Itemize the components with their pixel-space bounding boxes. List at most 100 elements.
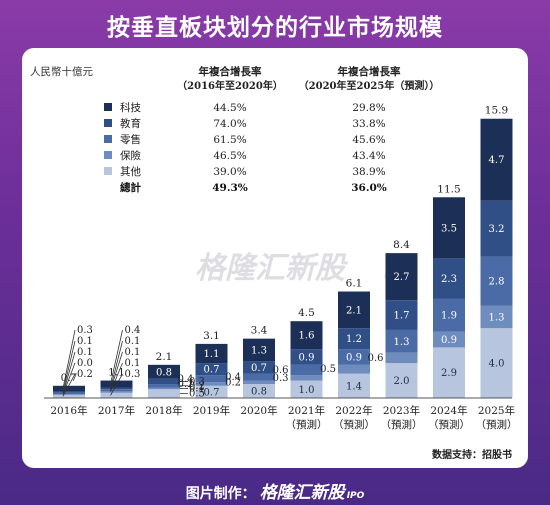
bar-segment bbox=[290, 349, 323, 365]
x-tick-label: （預測） bbox=[428, 418, 470, 431]
data-label: 0.1 bbox=[125, 347, 141, 358]
legend-cagr-2020-2025: 38.9% bbox=[352, 166, 385, 178]
data-label: 0.3 bbox=[77, 325, 93, 336]
data-label: 2.8 bbox=[489, 277, 505, 288]
x-tick-label: 2024年 bbox=[430, 404, 467, 417]
x-tick-label: 2019年 bbox=[193, 404, 230, 417]
data-label: 0.9 bbox=[299, 352, 315, 363]
total-label: 2.1 bbox=[156, 351, 173, 363]
legend-label: 科技 bbox=[120, 101, 141, 114]
data-label: 2.3 bbox=[441, 274, 457, 285]
x-tick-label: 2020年 bbox=[240, 404, 277, 417]
data-label: 1.3 bbox=[251, 346, 267, 357]
leader-line bbox=[110, 351, 123, 391]
bar-segment bbox=[338, 373, 370, 398]
data-label: 0.4 bbox=[125, 325, 141, 336]
data-label: 0.8 bbox=[251, 387, 267, 398]
total-label: 4.5 bbox=[298, 307, 315, 319]
data-label: 2.0 bbox=[394, 376, 410, 387]
legend-cagr-2016-2020: 74.0% bbox=[213, 118, 246, 130]
data-label: 1.7 bbox=[394, 311, 410, 322]
x-tick-label: 2023年 bbox=[383, 404, 420, 417]
data-label: 0.7 bbox=[251, 363, 267, 374]
data-label: 0.6 bbox=[368, 353, 384, 364]
legend-swatch bbox=[104, 135, 112, 143]
footer-credit: 图片制作： 格隆汇新股 IPO bbox=[0, 478, 550, 503]
data-label: 0.6 bbox=[273, 365, 289, 376]
data-label: 0.2 bbox=[77, 369, 93, 380]
data-label: 0.2 bbox=[178, 379, 194, 390]
bar-segment bbox=[243, 384, 275, 398]
data-label: 0.2 bbox=[225, 377, 241, 388]
bar-segment bbox=[148, 387, 180, 390]
data-label: 2.9 bbox=[441, 368, 457, 379]
leader-line bbox=[62, 329, 76, 389]
bar-segment bbox=[338, 328, 370, 350]
leader-line bbox=[110, 329, 123, 385]
data-label: 0.7 bbox=[204, 387, 220, 398]
chart-card: 格隆汇新股IPO人民幣十億元年複合增長率（2016年至2020年）年複合增長率（… bbox=[22, 48, 528, 468]
bar-segment bbox=[53, 394, 85, 398]
legend-cagr-2016-2020: 46.5% bbox=[213, 150, 246, 162]
x-tick-label: （預測） bbox=[333, 418, 375, 431]
bar-segment bbox=[53, 385, 85, 392]
x-tick-label: 2017年 bbox=[98, 404, 135, 417]
bar-segment bbox=[195, 363, 228, 376]
total-label: 6.1 bbox=[346, 278, 363, 290]
bar-segment bbox=[433, 258, 465, 299]
bar-segment bbox=[243, 373, 275, 381]
bar-segment bbox=[433, 298, 465, 332]
bar-segment bbox=[385, 300, 418, 330]
bar-segment bbox=[290, 375, 323, 381]
bar-segment bbox=[480, 256, 513, 306]
data-label: 1.3 bbox=[489, 312, 505, 323]
bar-segment bbox=[385, 352, 418, 364]
bar-segment bbox=[195, 385, 228, 398]
total-label: 8.4 bbox=[393, 239, 410, 251]
bar-segment bbox=[195, 375, 228, 383]
bar-segment bbox=[433, 197, 465, 259]
data-label: 0.5 bbox=[189, 389, 205, 400]
data-label: 1.4 bbox=[346, 381, 362, 392]
data-label: 0.9 bbox=[346, 352, 362, 363]
legend-cagr-2020-2025: 43.4% bbox=[352, 150, 385, 162]
data-label: 1.1 bbox=[204, 349, 220, 360]
legend-label: 其他 bbox=[120, 165, 141, 178]
data-label: 0.2 bbox=[189, 381, 205, 392]
leader-line bbox=[62, 362, 76, 395]
leader-line bbox=[110, 340, 123, 389]
data-label: 0.8 bbox=[156, 367, 172, 378]
footer-label: 图片制作： bbox=[185, 486, 256, 502]
bar-segment bbox=[148, 389, 180, 398]
bar-segment bbox=[100, 389, 133, 392]
legend-swatch bbox=[104, 103, 112, 111]
footer-brand-suffix: IPO bbox=[346, 491, 365, 501]
bar-segment bbox=[480, 328, 513, 398]
data-label: 0.5 bbox=[320, 364, 336, 375]
legend-cagr-2020-2025: 45.6% bbox=[352, 134, 385, 146]
bar-segment bbox=[148, 378, 180, 385]
legend-label: 零售 bbox=[120, 133, 141, 146]
bar-segment bbox=[338, 349, 370, 365]
unit-label: 人民幣十億元 bbox=[30, 65, 93, 78]
leader-line bbox=[62, 351, 76, 394]
data-label: 4.7 bbox=[489, 155, 505, 166]
bar-segment bbox=[338, 364, 370, 374]
data-label: 2.7 bbox=[394, 272, 410, 283]
total-label: 11.5 bbox=[437, 183, 460, 195]
watermark-brand: 格隆汇新股 bbox=[195, 251, 348, 286]
bar-segment bbox=[148, 364, 180, 379]
x-tick-label: 2021年 bbox=[288, 404, 325, 417]
data-label: 0.7 bbox=[204, 365, 220, 376]
legend-cagr-2016-2020: 61.5% bbox=[213, 134, 246, 146]
page-title: 按垂直板块划分的行业市场规模 bbox=[107, 15, 443, 41]
total-label: 3.4 bbox=[251, 325, 268, 337]
bar-segment bbox=[100, 387, 133, 390]
legend-label: 教育 bbox=[120, 117, 141, 130]
x-tick-label: 2025年 bbox=[478, 404, 515, 417]
footer-brand-logo: 格隆汇新股 bbox=[259, 483, 345, 503]
data-label: 1.6 bbox=[299, 331, 315, 342]
bar-segment bbox=[290, 364, 323, 376]
x-tick-label: 2018年 bbox=[145, 404, 182, 417]
data-label: 0.9 bbox=[441, 335, 457, 346]
